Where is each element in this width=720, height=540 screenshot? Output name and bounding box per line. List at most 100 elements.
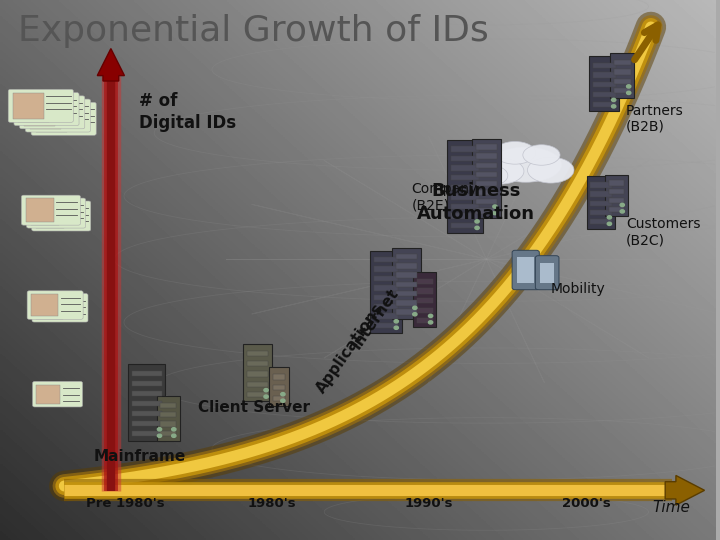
Text: 1980's: 1980's [248,497,296,510]
Text: Mainframe: Mainframe [94,449,186,464]
Circle shape [428,314,433,318]
Text: Pre 1980's: Pre 1980's [86,497,164,510]
Bar [132,411,162,416]
Bar [590,219,611,225]
Bar [593,102,616,107]
Text: Partners
(B2B): Partners (B2B) [626,104,683,134]
Circle shape [492,211,497,214]
Bar [395,291,417,296]
Bar [132,381,162,386]
Bar [132,431,162,436]
Text: Customers
(B2C): Customers (B2C) [626,217,701,247]
Bar [247,381,269,387]
Circle shape [413,313,417,316]
Bar [417,279,433,284]
Circle shape [620,210,624,213]
FancyBboxPatch shape [472,138,500,218]
Bar [395,300,417,306]
Bar [132,421,162,426]
FancyBboxPatch shape [22,195,81,225]
FancyBboxPatch shape [590,56,619,111]
Bar [247,372,269,377]
Ellipse shape [490,147,562,183]
Bar [593,82,616,87]
FancyBboxPatch shape [36,384,60,404]
FancyArrow shape [97,49,125,81]
Text: Client Server: Client Server [198,400,310,415]
Bar [590,183,611,187]
Bar [395,309,417,315]
Ellipse shape [528,157,574,183]
FancyBboxPatch shape [26,198,53,222]
Bar [451,213,480,219]
Bar [608,206,624,212]
Bar [451,156,480,161]
Bar [590,210,611,215]
Bar [161,421,176,427]
FancyBboxPatch shape [32,381,83,407]
Bar [374,285,398,291]
FancyBboxPatch shape [8,89,73,122]
Bar [247,351,269,356]
Bar [613,79,631,84]
Circle shape [607,215,611,219]
FancyBboxPatch shape [392,248,420,319]
FancyBboxPatch shape [269,367,289,406]
Bar [273,396,285,401]
Circle shape [626,85,631,88]
Circle shape [158,428,162,431]
Bar [417,318,433,323]
Bar [417,288,433,294]
FancyBboxPatch shape [605,175,628,216]
Circle shape [264,388,269,392]
Bar [395,272,417,278]
Bar [374,313,398,319]
Bar [590,192,611,197]
Bar [476,199,497,205]
FancyArrow shape [665,475,705,505]
Text: Company
(B2E): Company (B2E) [411,182,477,212]
Text: Business
Automation: Business Automation [417,183,535,222]
Bar [613,88,631,93]
Bar [395,254,417,259]
Bar [161,412,176,417]
Bar [161,403,176,408]
FancyBboxPatch shape [517,257,534,283]
Circle shape [413,306,417,309]
Circle shape [281,399,285,402]
FancyBboxPatch shape [128,364,165,441]
FancyBboxPatch shape [31,294,58,316]
Circle shape [428,321,433,324]
Circle shape [492,205,497,208]
Bar [476,208,497,213]
Bar [374,266,398,272]
Circle shape [611,105,616,108]
Bar [451,185,480,190]
Ellipse shape [523,145,560,165]
Bar [613,69,631,75]
FancyBboxPatch shape [31,201,59,225]
Circle shape [475,226,480,230]
FancyBboxPatch shape [32,201,91,231]
Circle shape [264,395,269,399]
Text: Applications: Applications [314,301,387,396]
Bar [417,298,433,303]
Bar [608,189,624,194]
Bar [476,190,497,195]
FancyBboxPatch shape [243,344,271,402]
Bar [613,60,631,65]
Text: 1990's: 1990's [405,497,454,510]
Text: Mobility: Mobility [551,282,606,296]
FancyBboxPatch shape [19,96,85,129]
FancyBboxPatch shape [36,297,63,319]
Bar [593,92,616,97]
Bar [395,263,417,268]
Circle shape [171,434,176,437]
Circle shape [607,222,611,226]
Circle shape [394,326,398,329]
FancyBboxPatch shape [19,96,50,122]
FancyBboxPatch shape [36,204,64,228]
Bar [273,385,285,390]
Circle shape [626,91,631,94]
FancyBboxPatch shape [536,255,559,289]
